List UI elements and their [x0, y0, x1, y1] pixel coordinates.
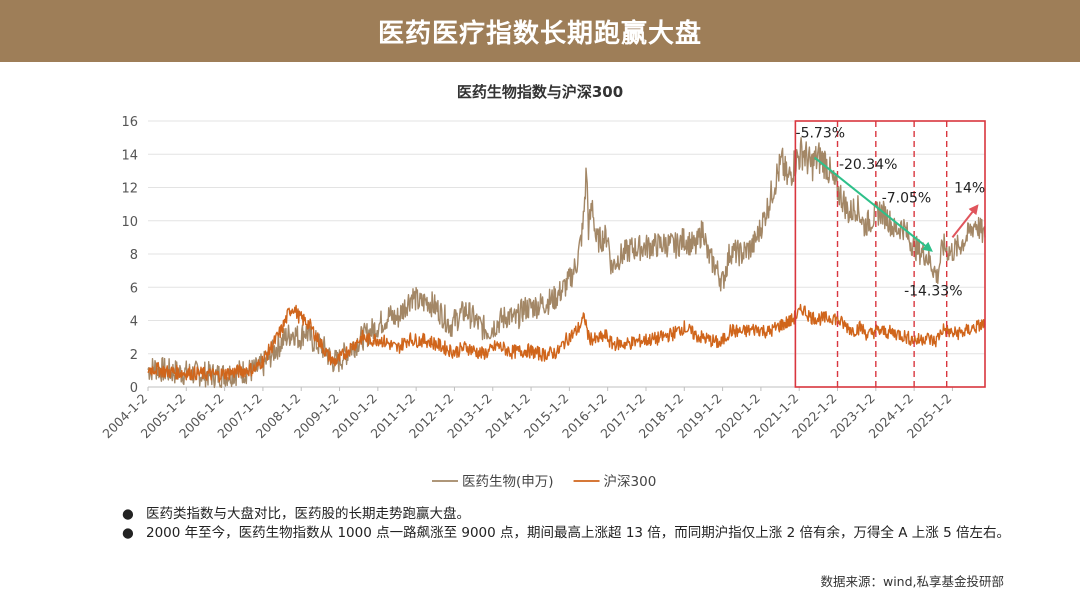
y-tick-label: 12 [121, 182, 138, 197]
notes: ● 医药类指数与大盘对比，医药股的长期走势跑赢大盘。 ● 2000 年至今，医药… [122, 505, 1022, 543]
highlight-box [794, 120, 986, 388]
note-text: 2000 年至今，医药生物指数从 1000 点一路飙涨至 9000 点，期间最高… [146, 525, 1010, 541]
gridlines [148, 120, 985, 388]
annotations: -5.73% -20.34% -7.05% -14.33% 14% [794, 120, 986, 388]
y-tick-label: 16 [121, 115, 138, 130]
note-text: 医药类指数与大盘对比，医药股的长期走势跑赢大盘。 [146, 506, 470, 522]
series-line [147, 303, 986, 383]
bullet-icon: ● [122, 506, 134, 522]
note-item: ● 2000 年至今，医药生物指数从 1000 点一路飙涨至 9000 点，期间… [122, 524, 1022, 543]
legend-label: 医药生物(申万) [462, 474, 554, 490]
series-lines [147, 137, 986, 389]
legend-label: 沪深300 [604, 474, 657, 490]
annotation-label: -5.73% [796, 126, 846, 142]
annotation-label: 14% [954, 180, 985, 196]
x-axis: 2004-1-22005-1-22006-1-22007-1-22008-1-2… [99, 387, 955, 441]
chart-title: 医药生物指数与沪深300 [457, 83, 623, 101]
title-banner: 医药医疗指数长期跑赢大盘 [0, 0, 1080, 62]
banner-title: 医药医疗指数长期跑赢大盘 [377, 18, 702, 49]
y-tick-label: 0 [130, 381, 138, 396]
chart: 医药生物指数与沪深300 0 2 4 6 8 10 12 14 16 2004-1-22005-… [99, 83, 986, 490]
series-line [147, 137, 986, 389]
legend: 医药生物(申万) 沪深300 [432, 474, 656, 490]
trend-down-arrow [813, 156, 933, 252]
data-source: 数据来源：wind,私享基金投研部 [820, 574, 1004, 589]
trend-up-arrow [951, 204, 979, 238]
y-tick-label: 8 [130, 248, 138, 263]
annotation-label: -20.34% [839, 157, 897, 173]
y-tick-label: 4 [130, 315, 138, 330]
y-tick-label: 14 [121, 148, 138, 163]
y-tick-label: 2 [130, 348, 138, 363]
bullet-icon: ● [122, 525, 134, 541]
y-tick-label: 10 [121, 215, 138, 230]
y-axis: 0 2 4 6 8 10 12 14 16 [121, 115, 138, 396]
note-item: ● 医药类指数与大盘对比，医药股的长期走势跑赢大盘。 [122, 505, 1022, 524]
annotation-label: -7.05% [882, 190, 932, 206]
y-tick-label: 6 [130, 281, 138, 296]
annotation-label: -14.33% [904, 284, 962, 300]
